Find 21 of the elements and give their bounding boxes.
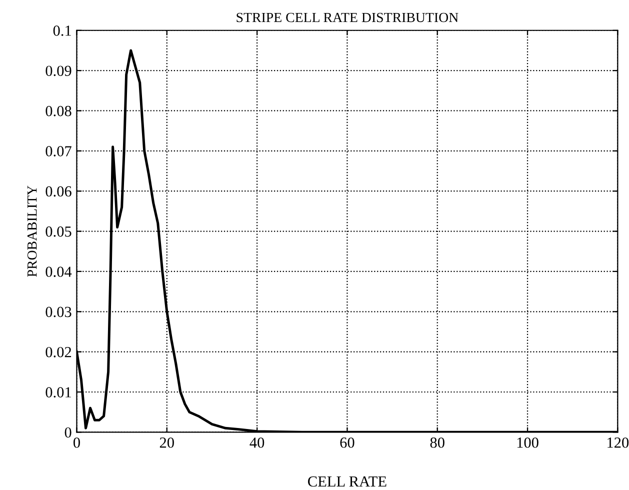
y-tick-label: 0.07 — [46, 146, 72, 156]
y-tick-label: 0.05 — [46, 226, 72, 237]
y-tick-label: 0.09 — [46, 66, 72, 76]
x-tick-label: 60 — [340, 437, 354, 448]
y-axis-title: PROBABILITY — [27, 186, 37, 277]
x-tick-label: 0 — [74, 437, 80, 448]
y-tick-label: 0.03 — [46, 306, 72, 318]
x-tick-label: 120 — [608, 437, 629, 448]
y-tick-label: 0.01 — [46, 387, 71, 398]
y-tick-label: 0.1 — [53, 26, 71, 36]
y-tick-label: 0.06 — [46, 186, 72, 197]
x-tick-label: 40 — [250, 437, 264, 448]
y-tick-label: 0.04 — [46, 266, 72, 277]
chart-title: STRIPE CELL RATE DISTRIBUTION — [236, 12, 458, 22]
y-tick-label: 0.08 — [46, 106, 72, 116]
y-tick-label: 0 — [64, 427, 72, 438]
x-tick-label: 100 — [517, 437, 538, 448]
x-axis-title: CELL RATE — [308, 476, 386, 487]
x-tick-label: 20 — [160, 437, 174, 448]
y-tick-label: 0.02 — [46, 346, 72, 358]
x-tick-label: 80 — [430, 437, 444, 448]
